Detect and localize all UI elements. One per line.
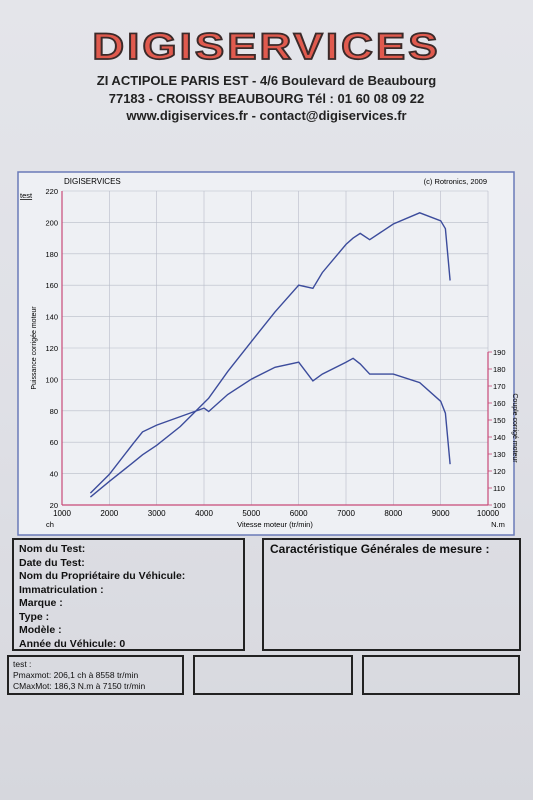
chart-frame [17,171,515,536]
x-tick-label: 8000 [384,509,402,518]
x-tick-label: 10000 [477,509,500,518]
y2-tick-label: 180 [493,365,506,374]
address-line: ZI ACTIPOLE PARIS EST - 4/6 Boulevard de… [96,73,437,88]
empty-box [362,655,520,695]
y2-tick-label: 130 [493,450,506,459]
y-tick-label: 160 [45,281,58,290]
x-axis-label: Vitesse moteur (tr/min) [237,520,313,529]
x-tick-label: 2000 [100,509,118,518]
y2-tick-label: 120 [493,467,506,476]
y2-tick-label: 190 [493,348,506,357]
x-tick-label: 6000 [290,509,308,518]
logo: DIGISERVICES [91,25,441,68]
field-label: Immatriculation : [19,583,104,596]
x-tick-label: 1000 [53,509,71,518]
field-label: Nom du Propriétaire du Véhicule: [19,570,186,582]
vehicle-box: Nom du Test: Date du Test: Nom du Propriét… [12,538,245,651]
x-tick-label: 5000 [242,509,260,518]
x-tick-label: 4000 [195,509,213,518]
y-unit: ch [46,520,54,529]
y2-tick-label: 110 [493,484,505,493]
chart-title: DIGISERVICES [64,177,121,186]
x-tick-label: 7000 [337,509,355,518]
summary-line: CMaxMot: 186,3 N.m à 7150 tr/min [13,681,146,691]
field-label: Type : [19,610,50,623]
y-tick-label: 180 [45,250,58,259]
summary-box: test : Pmaxmot: 206,1 ch à 8558 tr/min CMa… [7,655,184,695]
summary-line: test : [13,659,32,669]
field-label: Marque : [19,597,63,609]
y-tick-label: 140 [45,313,58,322]
y-tick-label: 220 [45,187,58,196]
y2-tick-label: 170 [493,382,506,391]
address-line: 77183 - CROISSY BEAUBOURG Tél : 01 60 08… [108,91,425,106]
empty-box [193,655,353,695]
field-label: Modèle : [19,624,62,636]
y2-unit: N.m [491,520,505,529]
y-tick-label: 80 [50,407,58,416]
series-line [89,357,451,494]
y-tick-label: 20 [50,501,58,510]
y2-tick-label: 160 [493,399,506,408]
y2-tick-label: 150 [493,416,506,425]
y2-tick-label: 140 [493,433,506,442]
y-tick-label: 200 [45,218,58,227]
measure-title: Caractéristique Générales de mesure : [270,542,490,556]
copyright: (c) Rotronics, 2009 [424,177,487,186]
y-axis-label: Puissance corrigée moteur [31,306,38,390]
summary-line: Pmaxmot: 206,1 ch à 8558 tr/min [13,670,139,680]
field-label: Année du Véhicule: 0 [19,637,126,650]
x-tick-label: 3000 [148,509,166,518]
y-tick-label: 60 [50,438,58,447]
series-line [89,212,451,498]
y-tick-label: 40 [50,470,58,479]
field-label: Nom du Test: [19,543,86,555]
y2-axis-label: Couple corrigé moteur [511,393,518,463]
x-tick-label: 9000 [432,509,450,518]
measure-box: Caractéristique Générales de mesure : [262,538,521,651]
y2-tick-label: 100 [493,501,506,510]
y-tick-label: 100 [45,375,58,384]
address-line: www.digiservices.fr - contact@digiservic… [126,108,407,123]
field-label: Date du Test: [19,556,85,569]
test-label: test [20,191,33,200]
y-tick-label: 120 [45,344,58,353]
